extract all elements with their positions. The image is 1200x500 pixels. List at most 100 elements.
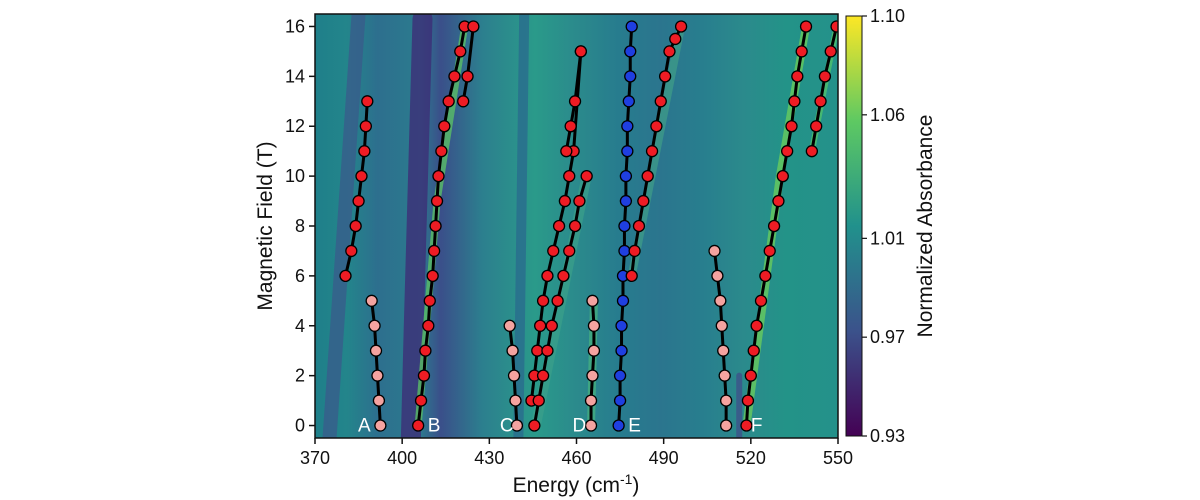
x-axis: 370 400 430 460 490 520 550 bbox=[300, 438, 853, 468]
data-point bbox=[625, 20, 638, 33]
data-point bbox=[557, 269, 570, 283]
series-3 bbox=[457, 20, 480, 108]
heatmap-streak-0 bbox=[400, 14, 433, 438]
colorbar-gradient-bar bbox=[845, 15, 863, 437]
data-point bbox=[708, 244, 721, 258]
data-point bbox=[358, 145, 371, 158]
colorbar-tick-label: 1.06 bbox=[870, 105, 905, 125]
data-point bbox=[547, 244, 560, 258]
data-point bbox=[552, 219, 566, 233]
series-2 bbox=[411, 20, 471, 432]
data-point bbox=[586, 369, 599, 382]
data-point bbox=[715, 319, 728, 332]
data-point bbox=[545, 319, 558, 332]
data-point bbox=[621, 145, 634, 158]
data-point bbox=[618, 219, 631, 233]
peak-label: B bbox=[428, 416, 441, 437]
data-point bbox=[580, 169, 593, 183]
data-point bbox=[740, 419, 753, 432]
series-11 bbox=[708, 244, 733, 432]
plot-area: A B C D E F bbox=[314, 13, 839, 439]
data-point bbox=[534, 319, 547, 332]
data-point bbox=[669, 32, 682, 46]
data-point bbox=[824, 45, 837, 58]
data-point bbox=[564, 120, 577, 133]
data-point bbox=[587, 319, 601, 332]
data-point bbox=[423, 294, 436, 307]
data-point bbox=[345, 244, 358, 258]
x-tick-label: 460 bbox=[561, 448, 591, 468]
colorbar-tick-label: 1.01 bbox=[870, 228, 905, 248]
data-point bbox=[625, 269, 638, 283]
data-point bbox=[744, 369, 757, 382]
x-axis-label: Energy (cm-1) bbox=[513, 471, 640, 497]
data-point bbox=[587, 344, 601, 357]
data-point bbox=[772, 194, 785, 208]
y-tick-label: 12 bbox=[285, 116, 305, 136]
data-point bbox=[613, 369, 627, 382]
data-point bbox=[788, 95, 801, 108]
data-point bbox=[536, 294, 550, 307]
data-point bbox=[368, 319, 381, 332]
x-tick-label: 490 bbox=[649, 448, 679, 468]
x-tick-label: 430 bbox=[474, 448, 504, 468]
series-12 bbox=[740, 20, 813, 432]
y-axis-label: Magnetic Field (T) bbox=[254, 141, 277, 310]
data-point bbox=[624, 45, 637, 58]
peak-label: D bbox=[573, 416, 587, 437]
data-point bbox=[574, 45, 588, 58]
y-tick-label: 8 bbox=[295, 216, 305, 236]
y-axis: 0 2 4 6 8 10 12 14 16 bbox=[285, 16, 315, 436]
series-13 bbox=[805, 20, 838, 158]
data-point bbox=[818, 70, 832, 83]
data-point bbox=[427, 244, 441, 258]
x-tick-label: 550 bbox=[823, 448, 853, 468]
data-point bbox=[551, 294, 564, 307]
data-point bbox=[586, 294, 599, 307]
data-point bbox=[628, 244, 641, 258]
data-point bbox=[750, 319, 763, 332]
data-point bbox=[568, 95, 582, 108]
data-point bbox=[432, 169, 445, 183]
data-point bbox=[805, 145, 818, 158]
data-point bbox=[563, 244, 576, 258]
data-point bbox=[372, 394, 386, 407]
y-tick-label: 0 bbox=[295, 416, 305, 436]
data-point bbox=[759, 269, 772, 283]
peak-label: C bbox=[500, 416, 514, 437]
data-point bbox=[622, 95, 635, 108]
peak-label: A bbox=[358, 416, 371, 437]
data-point bbox=[632, 219, 646, 233]
data-point bbox=[430, 194, 444, 208]
colorbar-tick-label: 0.93 bbox=[870, 426, 905, 446]
data-point bbox=[618, 244, 631, 258]
peak-labels: A B C D E F bbox=[358, 416, 762, 437]
data-point bbox=[619, 194, 633, 208]
y-tick-label: 2 bbox=[295, 366, 305, 386]
data-point bbox=[612, 419, 625, 432]
data-point bbox=[621, 120, 634, 133]
data-point bbox=[371, 369, 384, 382]
data-point bbox=[349, 219, 362, 233]
data-point bbox=[532, 394, 545, 407]
data-point bbox=[658, 70, 672, 83]
x-tick-label: 370 bbox=[300, 448, 330, 468]
data-point bbox=[426, 269, 439, 283]
series-0 bbox=[339, 95, 374, 283]
data-point bbox=[531, 344, 544, 357]
colorbar-tick-label: 0.97 bbox=[870, 327, 905, 347]
data-point bbox=[747, 344, 760, 357]
data-point bbox=[359, 120, 372, 133]
y-tick-label: 14 bbox=[285, 66, 305, 86]
data-point bbox=[414, 394, 428, 407]
colorbar-tick-label: 1.10 bbox=[870, 6, 905, 26]
data-point bbox=[365, 294, 378, 307]
series-6 bbox=[528, 169, 593, 432]
y-tick-label: 4 bbox=[295, 316, 305, 336]
data-point bbox=[429, 219, 442, 233]
data-point bbox=[719, 394, 733, 407]
data-point bbox=[355, 169, 368, 183]
data-point bbox=[613, 394, 627, 407]
y-tick-label: 6 bbox=[295, 266, 305, 286]
data-point bbox=[767, 219, 781, 233]
